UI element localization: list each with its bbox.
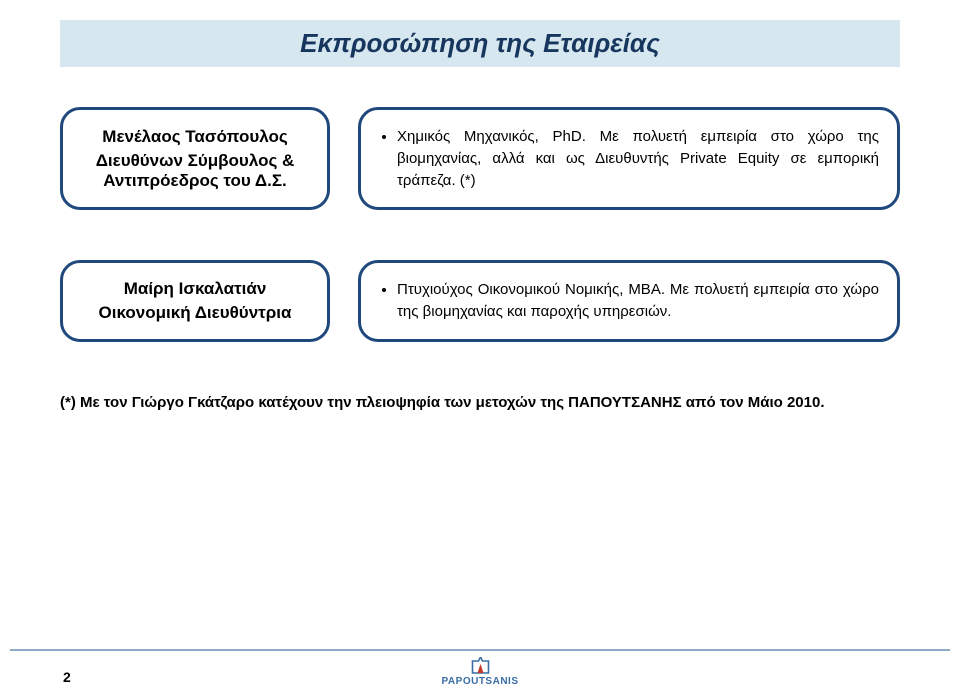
person-desc-list: Χημικός Μηχανικός, PhD. Με πολυετή εμπει… [379, 126, 879, 191]
logo-icon [468, 657, 492, 675]
person-role: Διευθύνων Σύμβουλος & Αντιπρόεδρος του Δ… [81, 151, 309, 191]
person-box-left: Μαίρη Ισκαλατιάν Οικονομική Διευθύντρια [60, 260, 330, 342]
footnote: (*) Με τον Γιώργο Γκάτζαρο κατέχουν την … [60, 392, 900, 413]
person-row-2: Μαίρη Ισκαλατιάν Οικονομική Διευθύντρια … [60, 260, 900, 342]
person-box-right: Χημικός Μηχανικός, PhD. Με πολυετή εμπει… [358, 107, 900, 210]
person-box-right: Πτυχιούχος Οικονομικού Νομικής, ΜΒΑ. Με … [358, 260, 900, 342]
slide-title: Εκπροσώπηση της Εταιρείας [76, 28, 884, 59]
page-number: 2 [63, 669, 71, 685]
person-desc: Χημικός Μηχανικός, PhD. Με πολυετή εμπει… [397, 126, 879, 191]
person-name: Μαίρη Ισκαλατιάν [81, 279, 309, 299]
person-desc-list: Πτυχιούχος Οικονομικού Νομικής, ΜΒΑ. Με … [379, 279, 879, 323]
footer-rule [10, 649, 950, 651]
person-row-1: Μενέλαος Τασόπουλος Διευθύνων Σύμβουλος … [60, 107, 900, 210]
person-name: Μενέλαος Τασόπουλος [81, 127, 309, 147]
person-desc: Πτυχιούχος Οικονομικού Νομικής, ΜΒΑ. Με … [397, 279, 879, 323]
title-band: Εκπροσώπηση της Εταιρείας [60, 20, 900, 67]
person-role: Οικονομική Διευθύντρια [81, 303, 309, 323]
person-box-left: Μενέλαος Τασόπουλος Διευθύνων Σύμβουλος … [60, 107, 330, 210]
slide: Εκπροσώπηση της Εταιρείας Μενέλαος Τασόπ… [0, 0, 960, 691]
footer: 2 PAPOUTSANIS [0, 649, 960, 691]
logo-text: PAPOUTSANIS [442, 676, 519, 687]
company-logo: PAPOUTSANIS [442, 657, 519, 687]
